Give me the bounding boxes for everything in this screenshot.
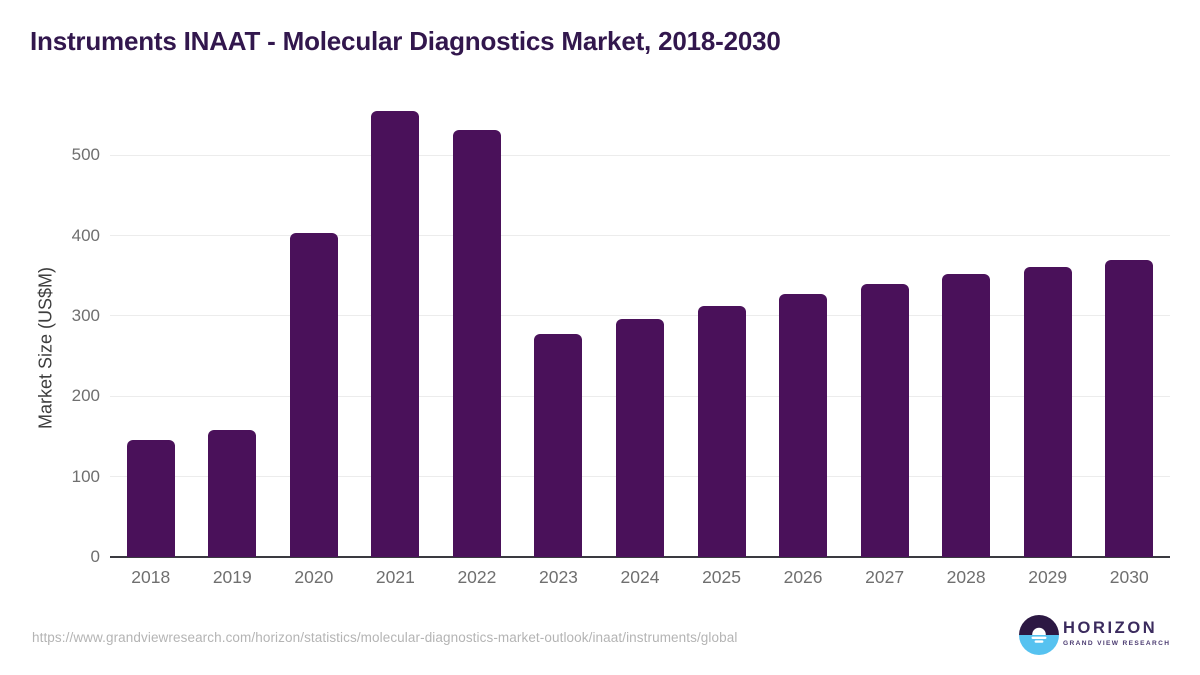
horizon-sun-over-water-icon xyxy=(1019,615,1059,655)
x-tick-label: 2025 xyxy=(702,567,741,587)
x-tick-label: 2019 xyxy=(212,567,252,587)
x-tick-label: 2030 xyxy=(1109,567,1149,587)
x-tick-label: 2026 xyxy=(783,567,823,587)
bar xyxy=(452,130,501,557)
bar xyxy=(1023,266,1072,557)
bar xyxy=(289,233,338,557)
logo-subtitle: GRAND VIEW RESEARCH xyxy=(1063,640,1171,647)
bar xyxy=(126,440,175,557)
y-tick-label: 500 xyxy=(71,145,100,165)
x-tick-label: 2018 xyxy=(131,567,171,587)
y-tick-label: 200 xyxy=(71,386,100,406)
x-axis-line xyxy=(110,556,1170,558)
source-url: https://www.grandviewresearch.com/horizo… xyxy=(32,630,738,645)
logo-text-block: HORIZON GRAND VIEW RESEARCH xyxy=(1063,619,1171,648)
x-tick-label: 2022 xyxy=(457,567,497,587)
gridline xyxy=(110,154,1170,156)
x-tick-label: 2028 xyxy=(946,567,986,587)
x-tick-label: 2020 xyxy=(294,567,334,587)
x-tick-label: 2029 xyxy=(1028,567,1068,587)
x-tick-label: 2021 xyxy=(375,567,415,587)
bar xyxy=(779,294,828,557)
y-tick-label: 100 xyxy=(71,466,100,486)
x-tick-label: 2023 xyxy=(538,567,578,587)
horizon-logo: HORIZON GRAND VIEW RESEARCH xyxy=(1019,615,1169,659)
y-tick-label: 400 xyxy=(71,225,100,245)
y-tick-label: 300 xyxy=(71,305,100,325)
bar xyxy=(860,283,909,557)
gridline xyxy=(110,315,1170,317)
logo-name: HORIZON xyxy=(1063,619,1158,637)
x-tick-label: 2027 xyxy=(865,567,905,587)
y-tick-label: 0 xyxy=(90,547,100,566)
bar xyxy=(942,274,991,557)
bar xyxy=(534,334,583,557)
bar xyxy=(208,430,257,557)
bar xyxy=(371,111,420,557)
bar xyxy=(697,306,746,557)
x-tick-label: 2024 xyxy=(620,567,660,587)
gridline xyxy=(110,235,1170,237)
chart-title: Instruments INAAT - Molecular Diagnostic… xyxy=(30,26,781,56)
bar xyxy=(616,319,664,557)
bar xyxy=(1105,259,1154,557)
